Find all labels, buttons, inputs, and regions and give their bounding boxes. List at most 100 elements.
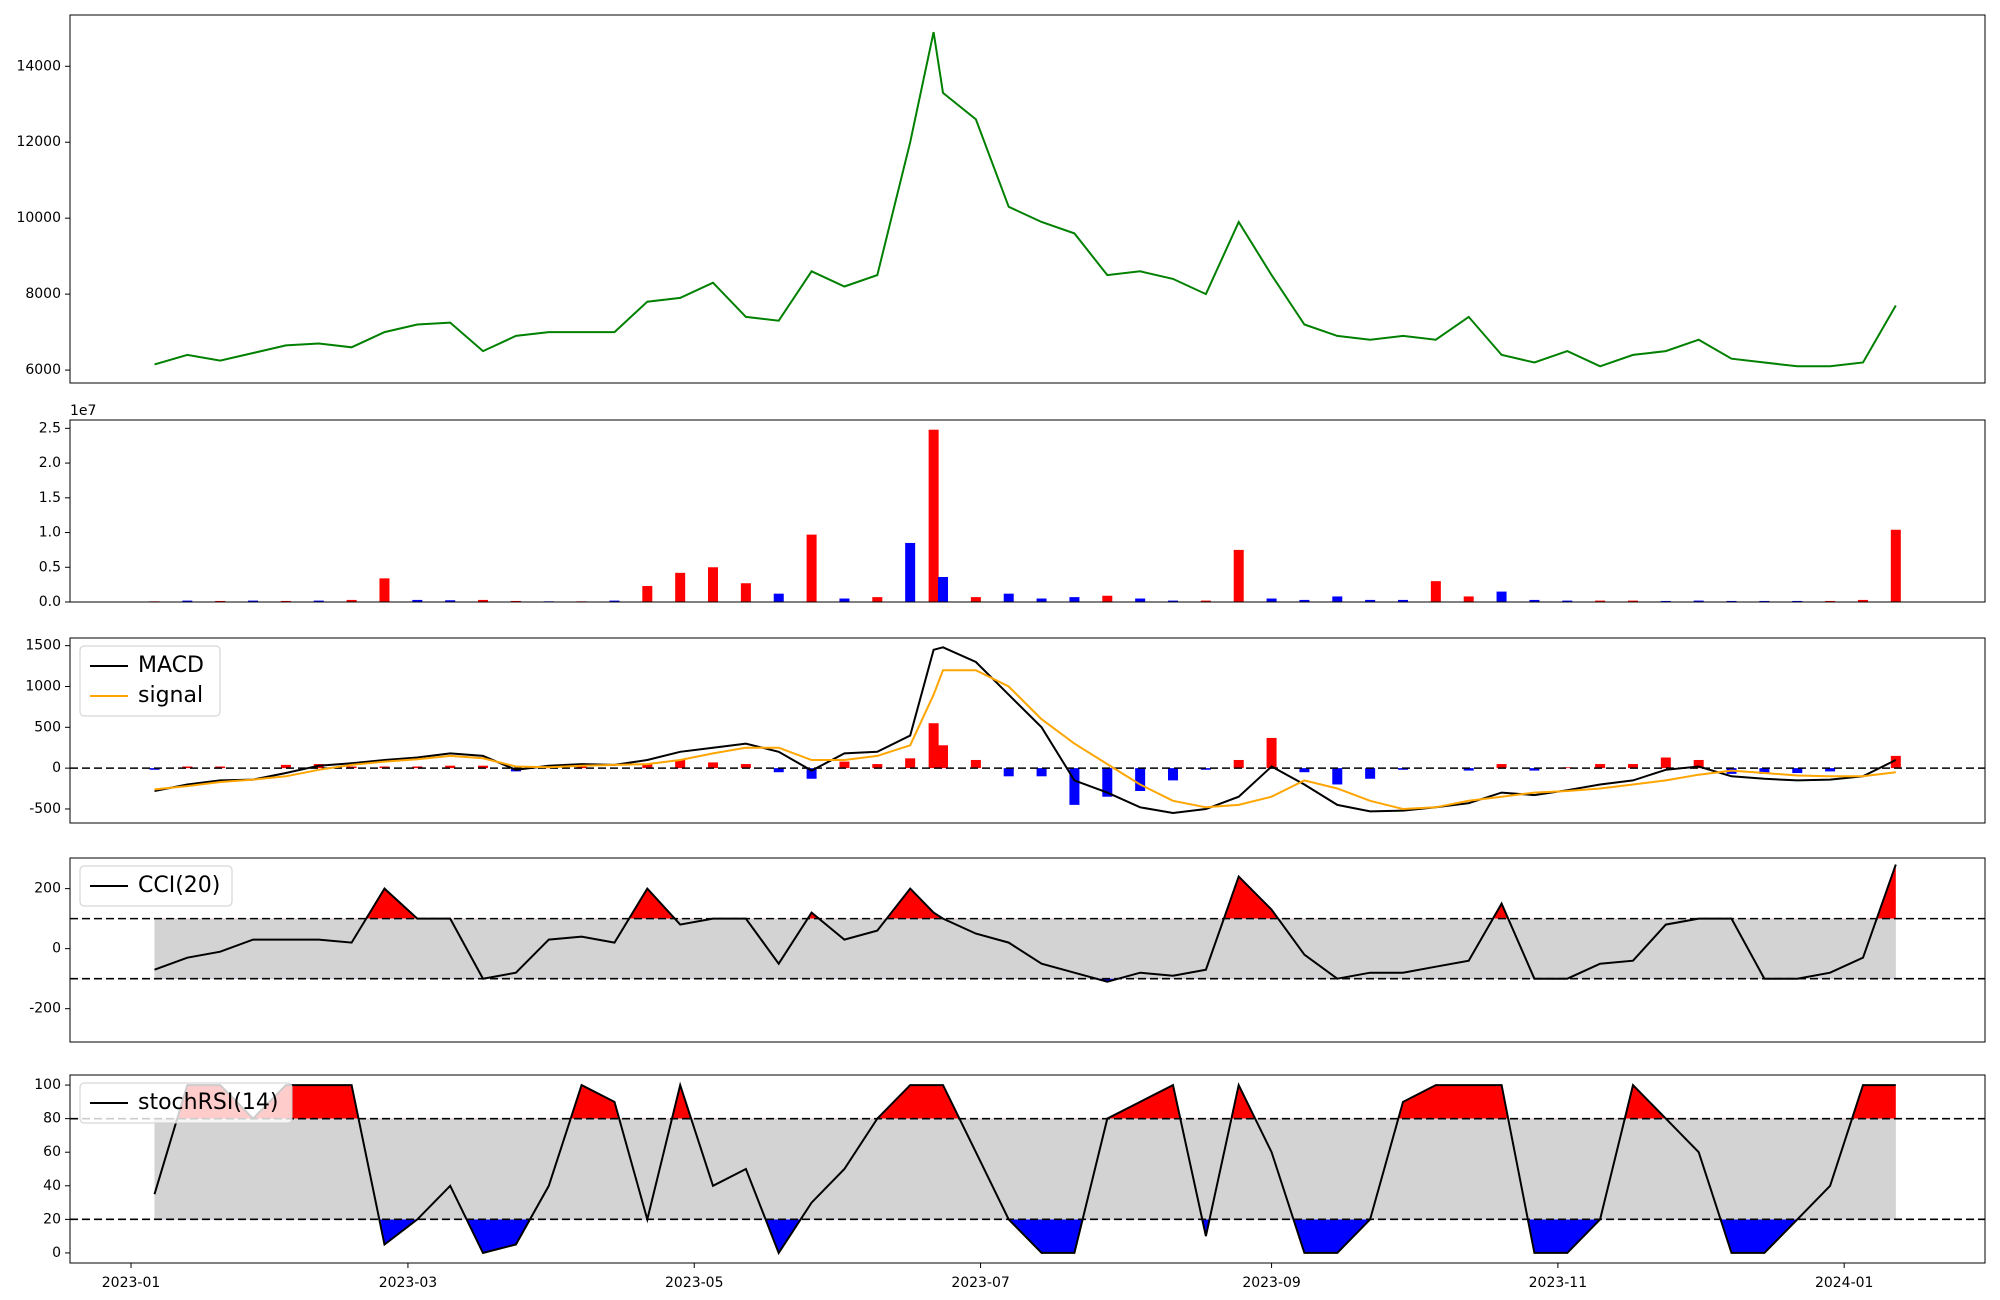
volume-bar — [346, 599, 357, 602]
volume-bar — [1463, 596, 1474, 602]
legend-box — [79, 645, 221, 717]
histogram-bar — [346, 766, 357, 769]
volume-bar — [1430, 581, 1441, 602]
panel: 0.0 0.5 1.0 1.5 2.0 2.5 1e7 — [39, 403, 1986, 610]
volume-bar — [1397, 599, 1408, 602]
histogram-bar — [872, 764, 883, 769]
panel-frame — [69, 419, 1986, 603]
volume-bar — [1299, 599, 1310, 602]
volume-bar — [1825, 600, 1836, 602]
volume-bar — [412, 599, 423, 602]
histogram-bar — [1299, 768, 1310, 773]
histogram-bar — [928, 723, 939, 769]
x-tick-label: 2024-01 — [1815, 1275, 1874, 1291]
histogram-bar — [839, 761, 850, 769]
y-tick-label: 200 — [34, 881, 61, 897]
y-tick-label: -200 — [29, 1001, 61, 1017]
volume-bar — [1003, 593, 1014, 602]
histogram-bar — [149, 768, 160, 770]
y-tick-label: 40 — [43, 1178, 61, 1194]
volume-bar — [928, 429, 939, 602]
histogram-bar — [1069, 768, 1080, 805]
histogram-bar — [1135, 768, 1146, 791]
series-line — [154, 669, 1896, 811]
y-tick-label: 0 — [52, 1245, 61, 1261]
histogram-bar — [740, 764, 751, 769]
panel-frame — [69, 637, 1986, 824]
histogram-bar — [1332, 768, 1343, 785]
volume-bar — [905, 542, 916, 602]
histogram-bar — [478, 765, 489, 769]
histogram-bar — [1365, 768, 1376, 779]
x-tick-label: 2023-01 — [102, 1275, 161, 1291]
histogram-bar — [708, 762, 719, 769]
volume-bar — [1627, 600, 1638, 602]
panel-frame — [69, 857, 1986, 1043]
volume-bar — [1036, 598, 1047, 602]
histogram-bar — [938, 745, 949, 769]
histogram-bar — [1266, 737, 1277, 769]
volume-bar — [773, 593, 784, 602]
volume-bar — [215, 600, 226, 602]
plot-area — [154, 31, 1897, 368]
histogram-bar — [806, 768, 817, 779]
histogram-bar — [576, 766, 587, 769]
x-tick-label: 2023-03 — [379, 1275, 438, 1291]
volume-bar — [1529, 599, 1540, 602]
series-line — [154, 646, 1897, 815]
y-tick-label: 0.0 — [39, 594, 61, 610]
plot-area — [70, 864, 1985, 983]
axis-offset-label: 1e7 — [70, 403, 96, 419]
histogram-bar — [1496, 764, 1507, 769]
y-tick-label: 1.5 — [39, 490, 61, 506]
legend-label: MACD — [138, 653, 204, 678]
volume-bar — [379, 578, 390, 602]
y-tick-label: 10000 — [16, 210, 61, 226]
volume-bar — [1857, 599, 1868, 602]
volume-bar — [1332, 596, 1343, 602]
plot-area — [70, 1081, 1985, 1256]
volume-bar — [1200, 600, 1211, 602]
y-tick-label: 20 — [43, 1211, 61, 1227]
plot-area — [149, 429, 1901, 602]
legend: CCI(20) — [79, 865, 233, 907]
legend-label: CCI(20) — [138, 873, 220, 898]
volume-bar — [1890, 529, 1901, 602]
legend-label: stochRSI(14) — [138, 1090, 279, 1115]
x-tick-label: 2023-05 — [665, 1275, 724, 1291]
y-tick-label: 8000 — [25, 286, 61, 302]
overbought-fill — [154, 1085, 1896, 1119]
series-line — [154, 864, 1897, 983]
y-tick-label: 1500 — [25, 638, 61, 654]
volume-bar — [872, 597, 883, 602]
histogram-bar — [675, 759, 686, 769]
volume-bar — [280, 600, 291, 602]
y-tick-label: 500 — [34, 719, 61, 735]
panel: -200 0 200 CCI(20) — [29, 857, 1986, 1043]
volume-bar — [445, 600, 456, 602]
histogram-bar — [642, 764, 653, 769]
histogram-bar — [970, 759, 981, 769]
volume-bar — [182, 600, 193, 602]
y-tick-label: 60 — [43, 1144, 61, 1160]
volume-bar — [970, 597, 981, 602]
volume-bar — [510, 600, 521, 602]
y-tick-label: 0 — [52, 760, 61, 776]
histogram-bar — [182, 766, 193, 769]
histogram-bar — [1627, 764, 1638, 769]
y-tick-label: 1.0 — [39, 525, 61, 541]
histogram-bar — [1168, 768, 1179, 781]
band-fill — [154, 918, 1896, 979]
volume-bar — [1595, 600, 1606, 602]
volume-bar — [806, 534, 817, 602]
histogram-bar — [1660, 757, 1671, 769]
histogram-bar — [1825, 768, 1836, 772]
histogram-bar — [1102, 768, 1113, 797]
panel-frame — [69, 1074, 1986, 1264]
y-tick-label: 0.5 — [39, 559, 61, 575]
histogram-bar — [1463, 768, 1474, 771]
series-line — [154, 31, 1897, 368]
y-tick-label: 100 — [34, 1077, 61, 1093]
histogram-bar — [445, 765, 456, 769]
